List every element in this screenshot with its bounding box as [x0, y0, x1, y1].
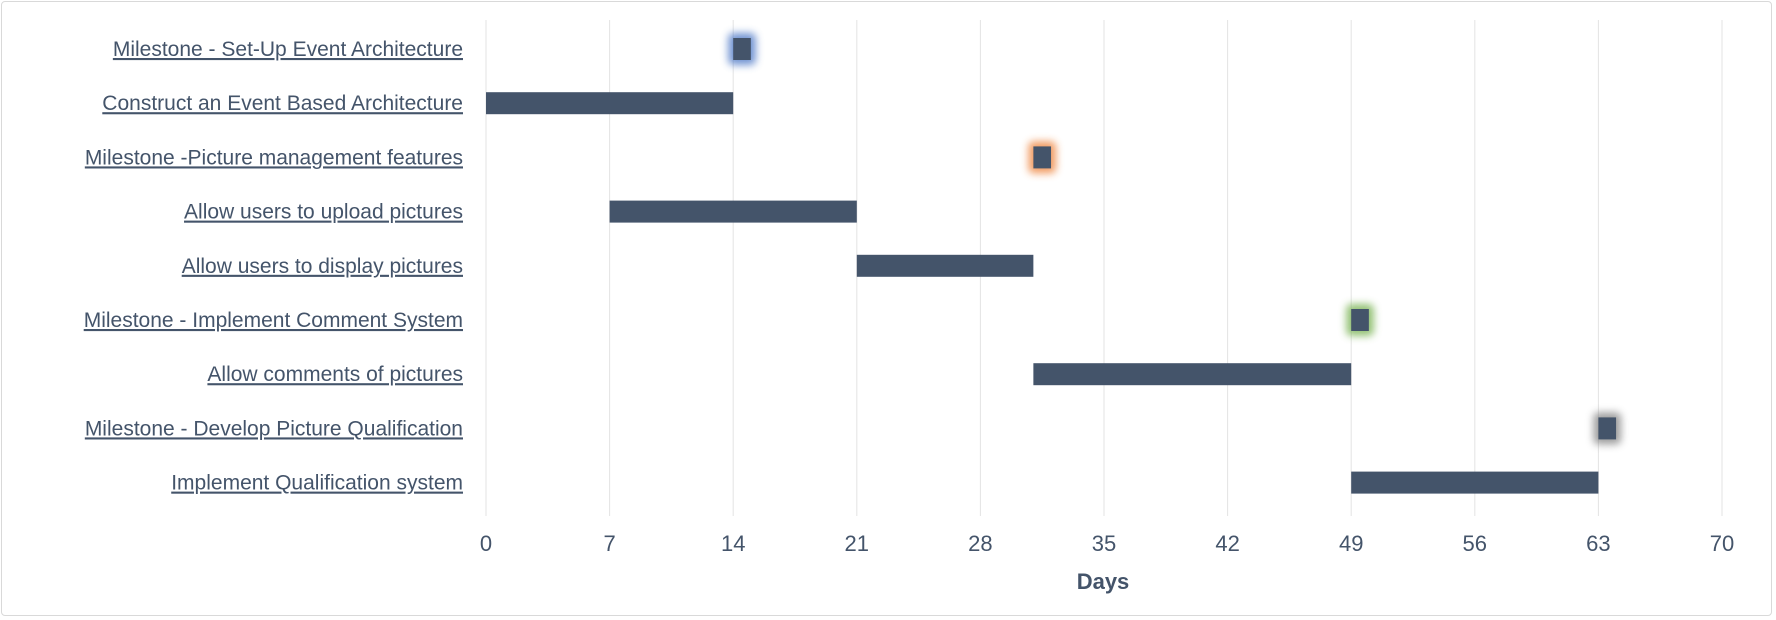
task-label: Allow comments of pictures — [207, 363, 463, 386]
x-tick-label: 7 — [603, 531, 615, 556]
task-label: Milestone - Develop Picture Qualificatio… — [85, 417, 463, 440]
task-bars — [486, 33, 1622, 494]
task-bar — [856, 254, 1034, 277]
x-tick-label: 70 — [1710, 531, 1734, 556]
task-label: Milestone - Set-Up Event Architecture — [113, 38, 463, 61]
task-label: Implement Qualification system — [171, 472, 463, 495]
x-tick-label: 42 — [1215, 531, 1239, 556]
x-axis-title: Days — [1077, 569, 1130, 594]
milestone-marker — [1033, 146, 1052, 169]
task-bar — [1351, 471, 1599, 494]
task-label: Milestone - Implement Comment System — [84, 309, 463, 332]
task-label: Allow users to display pictures — [182, 255, 463, 278]
task-bar — [609, 200, 857, 223]
milestone-marker — [1351, 309, 1369, 331]
milestone-marker — [1598, 417, 1617, 440]
milestone-marker — [733, 38, 751, 60]
task-bar — [1033, 363, 1352, 386]
x-tick-label: 14 — [721, 531, 745, 556]
x-tick-label: 63 — [1586, 531, 1610, 556]
x-tick-label: 49 — [1339, 531, 1363, 556]
task-labels: Milestone - Set-Up Event Architecture Con… — [84, 38, 463, 495]
x-tick-label: 56 — [1463, 531, 1487, 556]
task-bar — [486, 92, 734, 115]
x-axis-ticks: 0 7 14 21 28 35 42 49 56 63 70 — [480, 531, 1734, 556]
x-tick-label: 35 — [1092, 531, 1116, 556]
task-label: Milestone -Picture management features — [85, 146, 463, 169]
x-tick-label: 28 — [968, 531, 992, 556]
task-label: Construct an Event Based Architecture — [102, 92, 463, 115]
x-tick-label: 21 — [845, 531, 869, 556]
task-label: Allow users to upload pictures — [184, 201, 463, 224]
x-tick-label: 0 — [480, 531, 492, 556]
